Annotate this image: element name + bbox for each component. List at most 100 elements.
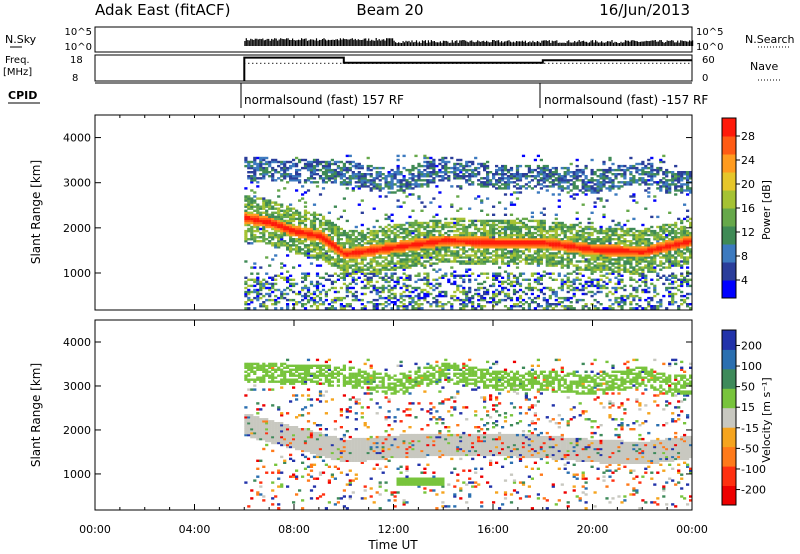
power-cell: [590, 280, 594, 284]
power-cell: [333, 233, 337, 237]
power-cell: [647, 240, 651, 243]
noise-mark: [369, 40, 371, 46]
power-cell: [417, 223, 421, 227]
power-cell: [286, 225, 290, 229]
power-cell: [375, 229, 379, 233]
power-cell: [536, 282, 540, 286]
power-cell: [480, 242, 484, 245]
noise-mark: [362, 39, 364, 46]
power-cell: [495, 168, 499, 172]
power-cell: [456, 233, 460, 237]
power-cell: [515, 238, 520, 241]
power-cell: [527, 225, 531, 229]
power-cell: [435, 282, 439, 286]
power-cell: [557, 252, 561, 255]
power-cell: [309, 244, 314, 247]
power-cell: [456, 260, 460, 263]
power-cell: [345, 272, 349, 275]
power-cell: [268, 233, 272, 237]
power-cell: [518, 246, 523, 249]
power-cell: [530, 298, 534, 302]
power-cell: [369, 250, 373, 253]
power-cell: [548, 225, 552, 229]
power-cell: [265, 298, 269, 302]
power-cell: [429, 242, 433, 245]
power-cell: [387, 288, 391, 292]
power-cell: [295, 244, 299, 247]
power-cell: [548, 262, 552, 265]
power-cell: [357, 162, 361, 166]
power-cell: [492, 250, 496, 253]
power-cell: [629, 244, 633, 247]
power-cell: [381, 248, 385, 251]
power-cell: [536, 238, 540, 241]
power-cell: [292, 244, 296, 247]
power-cell: [283, 187, 287, 190]
power-cell: [638, 272, 642, 275]
power-cell: [336, 260, 340, 263]
power-cell: [381, 307, 385, 310]
power-cell: [584, 193, 588, 196]
power-cell: [345, 168, 349, 172]
power-cell: [587, 258, 591, 261]
power-cell: [298, 181, 302, 184]
power-cell: [303, 278, 308, 281]
power-cell: [638, 244, 642, 247]
power-cell: [602, 175, 606, 178]
power-cell: [369, 187, 373, 190]
power-cell: [295, 240, 299, 243]
power-cell: [354, 252, 358, 255]
power-cell: [384, 264, 388, 267]
power-cell: [441, 179, 445, 182]
power-cell: [480, 244, 484, 247]
power-cell: [468, 274, 472, 277]
power-cell: [635, 303, 639, 306]
power-cell: [515, 242, 520, 245]
power-cell: [390, 244, 394, 247]
power-cell: [312, 290, 317, 294]
power-cell: [471, 248, 475, 251]
power-cell: [650, 250, 654, 253]
power-cell: [566, 284, 570, 288]
power-cell: [426, 181, 430, 184]
power-cell: [280, 168, 284, 172]
power-cell: [417, 231, 421, 235]
power-cell: [336, 240, 340, 243]
power-cell: [396, 158, 400, 162]
power-cell: [551, 252, 555, 255]
power-cell: [563, 242, 567, 245]
power-cell: [435, 301, 439, 304]
power-cell: [354, 236, 358, 239]
power-cell: [527, 244, 531, 247]
power-cell: [271, 201, 275, 204]
power-cell: [495, 274, 499, 277]
power-cell: [524, 225, 528, 229]
power-cell: [560, 282, 564, 286]
power-cell: [348, 274, 352, 277]
noise-mark: [502, 42, 504, 46]
noise-mark: [598, 42, 600, 46]
power-cell: [629, 246, 633, 249]
power-cell: [450, 250, 454, 253]
power-cell: [569, 288, 573, 292]
power-cell: [515, 258, 520, 261]
power-cell: [411, 238, 415, 241]
power-cell: [342, 254, 346, 257]
power-cell: [560, 240, 564, 243]
power-cell: [501, 290, 505, 294]
power-cell: [524, 177, 528, 180]
noise-mark: [375, 38, 377, 46]
noise-mark: [553, 41, 555, 46]
power-cell: [265, 280, 269, 284]
power-cell: [465, 244, 469, 247]
power-cell: [295, 227, 299, 231]
power-cell: [554, 305, 558, 308]
power-cell: [339, 254, 343, 257]
power-cell: [441, 242, 445, 245]
power-cell: [575, 236, 579, 239]
power-cell: [456, 195, 460, 198]
power-cell: [512, 284, 517, 288]
power-cell: [283, 211, 287, 214]
power-cell: [527, 168, 531, 172]
power-cell: [506, 227, 511, 231]
